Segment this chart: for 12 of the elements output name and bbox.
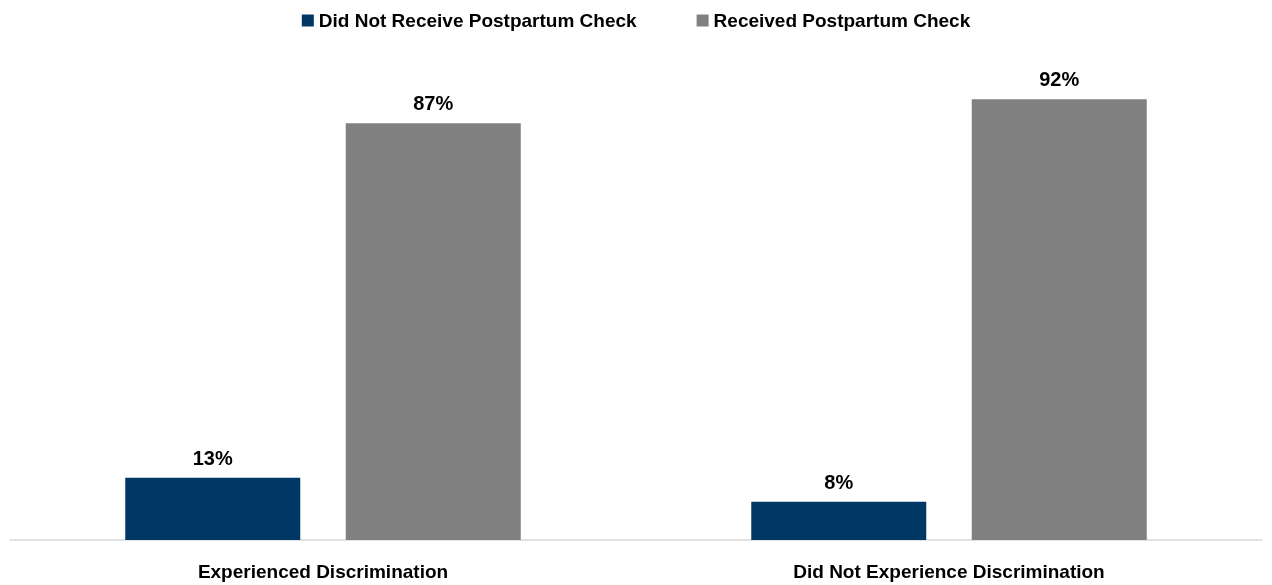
- bar: [751, 501, 927, 540]
- data-label: 13%: [192, 446, 233, 469]
- data-label: 87%: [413, 92, 454, 115]
- bar: [125, 477, 301, 540]
- x-tick-label: Did Not Experience Discrimination: [793, 561, 1105, 582]
- x-tick-label: Experienced Discrimination: [197, 561, 449, 582]
- bar: [345, 123, 521, 540]
- bar: [971, 99, 1147, 540]
- legend-label: Received Postpartum Check: [713, 10, 971, 31]
- data-label: 92%: [1039, 68, 1080, 91]
- data-label: 8%: [824, 470, 854, 493]
- legend-label: Did Not Receive Postpartum Check: [318, 10, 638, 31]
